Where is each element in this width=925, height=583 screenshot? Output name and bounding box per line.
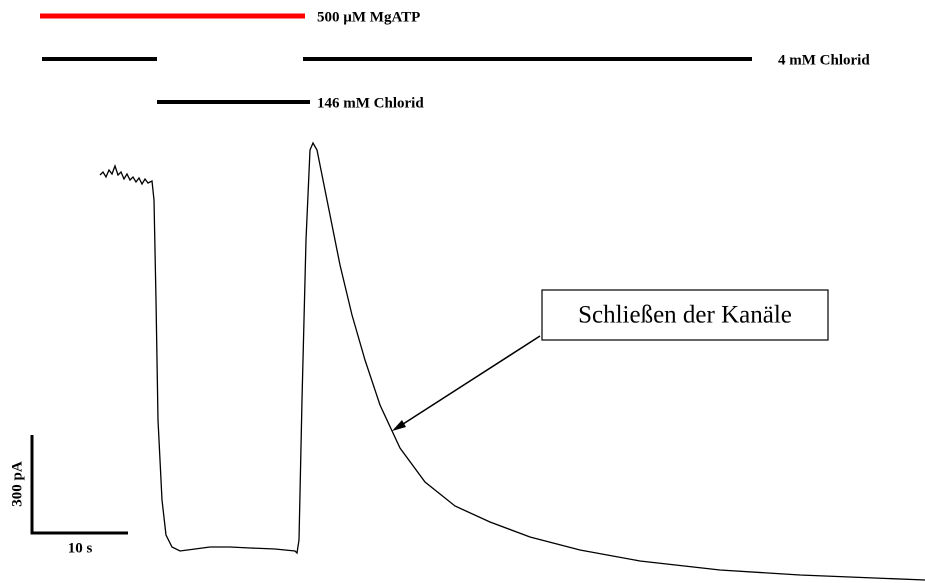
scale-bar [30, 435, 128, 535]
arrow-head [392, 420, 406, 431]
annotation-text: Schließen der Kanäle [578, 302, 792, 329]
annotation-arrow [399, 335, 541, 427]
scale-time-label: 10 s [68, 540, 93, 556]
high-chloride-label: 146 mM Chlorid [317, 95, 424, 111]
current-trace [99, 141, 925, 581]
scale-current-label: 300 pA [9, 461, 25, 507]
annotation-box [541, 289, 829, 341]
low-chloride-label: 4 mM Chlorid [778, 52, 870, 68]
mgatp-label: 500 µM MgATP [317, 9, 420, 25]
